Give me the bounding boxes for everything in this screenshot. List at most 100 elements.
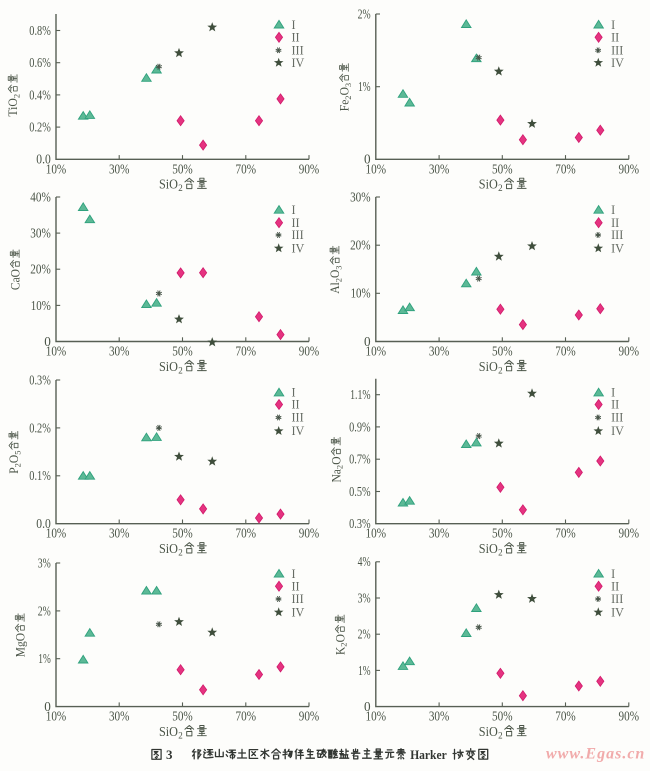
svg-text:IV: IV — [611, 606, 624, 620]
svg-text:O: O — [338, 87, 352, 95]
svg-text:II: II — [611, 216, 619, 230]
svg-text:IV: IV — [611, 56, 624, 70]
svg-text:0: 0 — [364, 334, 371, 349]
svg-text:2%: 2% — [38, 603, 51, 618]
svg-text:40%: 40% — [30, 189, 51, 204]
svg-text:10%: 10% — [46, 344, 67, 359]
svg-text:SiO: SiO — [479, 724, 498, 739]
svg-text:70%: 70% — [236, 344, 257, 359]
svg-text:III: III — [611, 411, 623, 425]
svg-text:10%: 10% — [46, 709, 67, 724]
svg-text:1.1%: 1.1% — [350, 387, 371, 402]
svg-text:I: I — [292, 567, 296, 581]
svg-text:30%: 30% — [109, 161, 130, 176]
svg-text:3%: 3% — [358, 590, 371, 605]
svg-text:SiO: SiO — [479, 359, 498, 374]
svg-text:30%: 30% — [109, 709, 130, 724]
svg-text:50%: 50% — [172, 161, 193, 176]
svg-text:30%: 30% — [429, 526, 450, 541]
svg-text:0.6%: 0.6% — [29, 55, 51, 70]
svg-text:III: III — [292, 228, 304, 242]
svg-text:III: III — [292, 592, 304, 606]
svg-text:0.3%: 0.3% — [29, 372, 51, 387]
svg-text:3%: 3% — [38, 555, 51, 570]
svg-text:10%: 10% — [366, 709, 387, 724]
svg-text:50%: 50% — [492, 526, 513, 541]
svg-text:II: II — [292, 31, 300, 45]
svg-text:I: I — [292, 203, 296, 217]
svg-text:70%: 70% — [555, 161, 576, 176]
svg-text:90%: 90% — [619, 709, 640, 724]
svg-text:3: 3 — [334, 265, 344, 269]
svg-text:IV: IV — [611, 242, 624, 256]
svg-text:2: 2 — [178, 548, 183, 558]
svg-text:30%: 30% — [30, 226, 51, 241]
svg-text:0.2%: 0.2% — [29, 420, 51, 435]
svg-text:SiO: SiO — [159, 177, 178, 192]
svg-text:10%: 10% — [46, 161, 67, 176]
svg-text:II: II — [611, 31, 619, 45]
svg-text:90%: 90% — [299, 344, 320, 359]
svg-text:50%: 50% — [172, 709, 193, 724]
svg-text:2%: 2% — [358, 627, 371, 642]
svg-text:0.8%: 0.8% — [29, 23, 51, 38]
svg-text:IV: IV — [292, 56, 305, 70]
svg-text:30%: 30% — [109, 344, 130, 359]
svg-text:MgO: MgO — [13, 633, 27, 657]
svg-text:I: I — [611, 567, 615, 581]
svg-text:I: I — [611, 386, 615, 400]
svg-text:O: O — [333, 634, 347, 642]
svg-text:70%: 70% — [555, 344, 576, 359]
svg-text:2: 2 — [12, 94, 22, 98]
svg-text:III: III — [292, 411, 304, 425]
svg-text:70%: 70% — [555, 709, 576, 724]
svg-text:2: 2 — [335, 465, 345, 469]
svg-text:1%: 1% — [358, 79, 371, 94]
svg-text:0.5%: 0.5% — [349, 484, 371, 499]
svg-text:30%: 30% — [429, 161, 450, 176]
svg-text:Harker: Harker — [410, 747, 447, 762]
svg-text:90%: 90% — [299, 161, 320, 176]
svg-text:K: K — [333, 647, 347, 655]
svg-text:III: III — [611, 228, 623, 242]
svg-text:30%: 30% — [429, 344, 450, 359]
svg-text:90%: 90% — [619, 526, 640, 541]
svg-text:70%: 70% — [555, 526, 576, 541]
svg-text:Al: Al — [328, 282, 342, 294]
svg-text:Na: Na — [329, 469, 343, 483]
svg-text:20%: 20% — [350, 238, 371, 253]
svg-text:I: I — [611, 203, 615, 217]
svg-text:1%: 1% — [38, 651, 51, 666]
svg-text:30%: 30% — [109, 526, 130, 541]
svg-text:20%: 20% — [30, 262, 51, 277]
svg-text:0.0: 0.0 — [36, 152, 51, 167]
svg-text:Fe: Fe — [338, 99, 352, 111]
svg-text:2: 2 — [178, 731, 183, 741]
svg-text:0.0: 0.0 — [36, 516, 51, 531]
svg-text:0: 0 — [364, 152, 371, 167]
svg-text:III: III — [611, 44, 623, 58]
svg-text:2: 2 — [339, 642, 349, 646]
svg-text:0: 0 — [364, 699, 371, 714]
svg-text:30%: 30% — [350, 189, 371, 204]
svg-text:0.7%: 0.7% — [349, 452, 371, 467]
svg-text:I: I — [292, 18, 296, 32]
svg-text:0.2%: 0.2% — [29, 120, 51, 135]
svg-text:90%: 90% — [299, 709, 320, 724]
svg-text:SiO: SiO — [159, 359, 178, 374]
svg-text:www.Egas.cn: www.Egas.cn — [546, 746, 645, 763]
svg-text:O: O — [328, 270, 342, 278]
svg-text:2: 2 — [343, 95, 353, 99]
svg-text:O: O — [329, 457, 343, 465]
svg-text:SiO: SiO — [479, 177, 498, 192]
svg-text:10%: 10% — [46, 526, 67, 541]
svg-text:10%: 10% — [366, 526, 387, 541]
svg-text:70%: 70% — [236, 709, 257, 724]
svg-text:I: I — [292, 386, 296, 400]
svg-text:II: II — [292, 216, 300, 230]
svg-text:90%: 90% — [299, 526, 320, 541]
svg-text:2: 2 — [498, 731, 503, 741]
svg-text:I: I — [611, 18, 615, 32]
svg-text:30%: 30% — [429, 709, 450, 724]
svg-text:70%: 70% — [236, 161, 257, 176]
